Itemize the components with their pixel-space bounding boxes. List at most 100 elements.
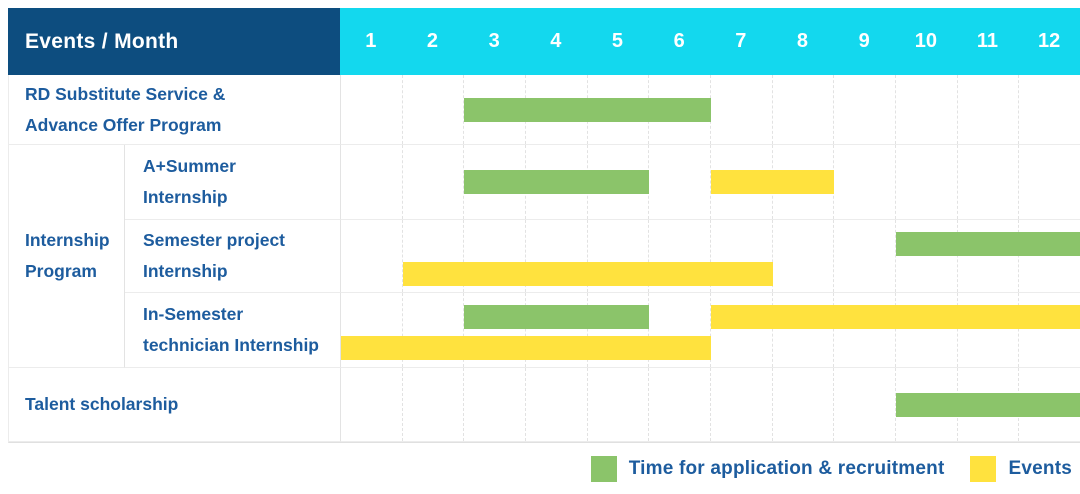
row-label-rd-substitute: RD Substitute Service & Advance Offer Pr… bbox=[9, 75, 341, 145]
month-tick-7: 7 bbox=[735, 30, 747, 52]
month-tick-8: 8 bbox=[796, 30, 809, 52]
legend-item-application-recruitment: Time for application & recruitment bbox=[590, 456, 945, 482]
month-tick-10: 10 bbox=[914, 30, 937, 52]
month-gridcell bbox=[341, 293, 403, 367]
events-bar bbox=[341, 335, 711, 360]
events-bar bbox=[402, 261, 773, 286]
month-gridcell bbox=[341, 220, 403, 292]
application-recruitment-bar bbox=[464, 304, 650, 329]
group-label-line: Program bbox=[25, 261, 97, 281]
row-label-line: In-Semester bbox=[143, 304, 244, 324]
row-label-in-semester-technician: In-Semester technician Internship bbox=[125, 293, 341, 368]
month-tick-12: 12 bbox=[1038, 30, 1061, 52]
month-gridcell bbox=[588, 368, 650, 441]
month-gridcell bbox=[711, 293, 773, 367]
month-gridcell bbox=[958, 75, 1020, 144]
month-gridcell bbox=[958, 293, 1020, 367]
row-label-line: Advance Offer Program bbox=[25, 114, 222, 135]
month-gridcell bbox=[588, 293, 650, 367]
month-gridcell bbox=[341, 75, 403, 144]
row-label-line: Semester project bbox=[143, 230, 286, 250]
month-gridcell bbox=[1019, 145, 1080, 219]
month-gridcell bbox=[834, 220, 896, 292]
legend: Time for application & recruitment Event… bbox=[0, 456, 1080, 482]
month-gridcell bbox=[526, 368, 588, 441]
month-gridcell bbox=[649, 220, 711, 292]
month-gridcell bbox=[711, 220, 773, 292]
month-gridcell bbox=[834, 145, 896, 219]
chart-row-a-plus-summer bbox=[341, 145, 1080, 220]
month-gridcell bbox=[464, 368, 526, 441]
month-tick-9: 9 bbox=[858, 30, 870, 52]
legend-item-events: Events bbox=[970, 456, 1072, 482]
row-label-line: Talent scholarship bbox=[25, 394, 179, 414]
gantt-schedule-table: Events / Month 1 2 3 4 5 6 7 8 9 10 11 1… bbox=[8, 8, 1080, 443]
row-label-a-plus-summer: A+Summer Internship bbox=[125, 145, 341, 220]
events-bar bbox=[711, 304, 1080, 329]
month-gridcell bbox=[403, 75, 465, 144]
application-recruitment-bar bbox=[464, 97, 711, 122]
month-tick-5: 5 bbox=[611, 30, 624, 52]
month-gridcell bbox=[896, 145, 958, 219]
month-axis: 1 2 3 4 5 6 7 8 9 10 11 12 bbox=[340, 8, 1080, 75]
month-tick-2: 2 bbox=[426, 30, 439, 52]
month-gridcell bbox=[834, 75, 896, 144]
table-header-row: Events / Month 1 2 3 4 5 6 7 8 9 10 11 1… bbox=[8, 8, 1080, 75]
month-gridcell bbox=[773, 368, 835, 441]
group-label-internship-program: Internship Program bbox=[9, 145, 125, 368]
month-gridcell bbox=[896, 75, 958, 144]
month-gridcell bbox=[1019, 75, 1080, 144]
month-gridcell bbox=[711, 368, 773, 441]
month-gridcell bbox=[341, 145, 403, 219]
month-gridcell bbox=[588, 220, 650, 292]
month-tick-3: 3 bbox=[488, 30, 500, 52]
month-gridcell bbox=[649, 368, 711, 441]
month-gridcell bbox=[773, 220, 835, 292]
month-tick-1: 1 bbox=[365, 30, 377, 52]
chart-row-rd-substitute bbox=[341, 75, 1080, 145]
application-recruitment-bar bbox=[896, 231, 1080, 256]
month-gridcell bbox=[403, 220, 465, 292]
row-label-line: technician Internship bbox=[143, 335, 319, 355]
application-recruitment-bar bbox=[464, 170, 650, 194]
row-label-semester-project: Semester project Internship bbox=[125, 220, 341, 293]
legend-label: Time for application & recruitment bbox=[628, 458, 945, 479]
month-gridcell bbox=[711, 75, 773, 144]
month-gridcell bbox=[341, 368, 403, 441]
month-tick-6: 6 bbox=[673, 30, 685, 52]
row-label-line: Internship bbox=[143, 187, 228, 207]
month-gridcell bbox=[896, 293, 958, 367]
month-gridcell bbox=[834, 368, 896, 441]
chart-row-talent-scholarship bbox=[341, 368, 1080, 442]
month-gridcell bbox=[958, 220, 1020, 292]
row-label-line: Internship bbox=[143, 261, 228, 281]
events-month-header: Events / Month bbox=[8, 8, 340, 75]
legend-label: Events bbox=[1008, 458, 1072, 479]
month-gridcell bbox=[958, 145, 1020, 219]
month-gridcell bbox=[403, 368, 465, 441]
group-label-line: Internship bbox=[25, 230, 110, 250]
month-gridcell bbox=[773, 75, 835, 144]
month-tick-11: 11 bbox=[976, 30, 999, 52]
month-gridcell bbox=[649, 145, 711, 219]
chart-row-in-semester-technician bbox=[341, 293, 1080, 368]
month-gridcell bbox=[464, 293, 526, 367]
table-body: RD Substitute Service & Advance Offer Pr… bbox=[8, 75, 1080, 443]
month-gridcell bbox=[403, 145, 465, 219]
month-gridcell bbox=[403, 293, 465, 367]
chart-row-semester-project bbox=[341, 220, 1080, 293]
month-gridcell bbox=[834, 293, 896, 367]
row-label-line: RD Substitute Service & bbox=[25, 83, 226, 104]
application-recruitment-bar bbox=[896, 392, 1080, 417]
month-gridcell bbox=[896, 220, 958, 292]
month-gridcell bbox=[464, 220, 526, 292]
month-gridcell bbox=[649, 293, 711, 367]
row-label-line: A+Summer bbox=[143, 156, 236, 176]
month-gridcell bbox=[526, 293, 588, 367]
yellow-swatch-icon bbox=[970, 456, 997, 482]
row-label-talent-scholarship: Talent scholarship bbox=[9, 368, 341, 442]
events-bar bbox=[711, 170, 835, 194]
month-gridcell bbox=[526, 220, 588, 292]
green-swatch-icon bbox=[590, 456, 617, 482]
month-tick-4: 4 bbox=[550, 30, 562, 52]
